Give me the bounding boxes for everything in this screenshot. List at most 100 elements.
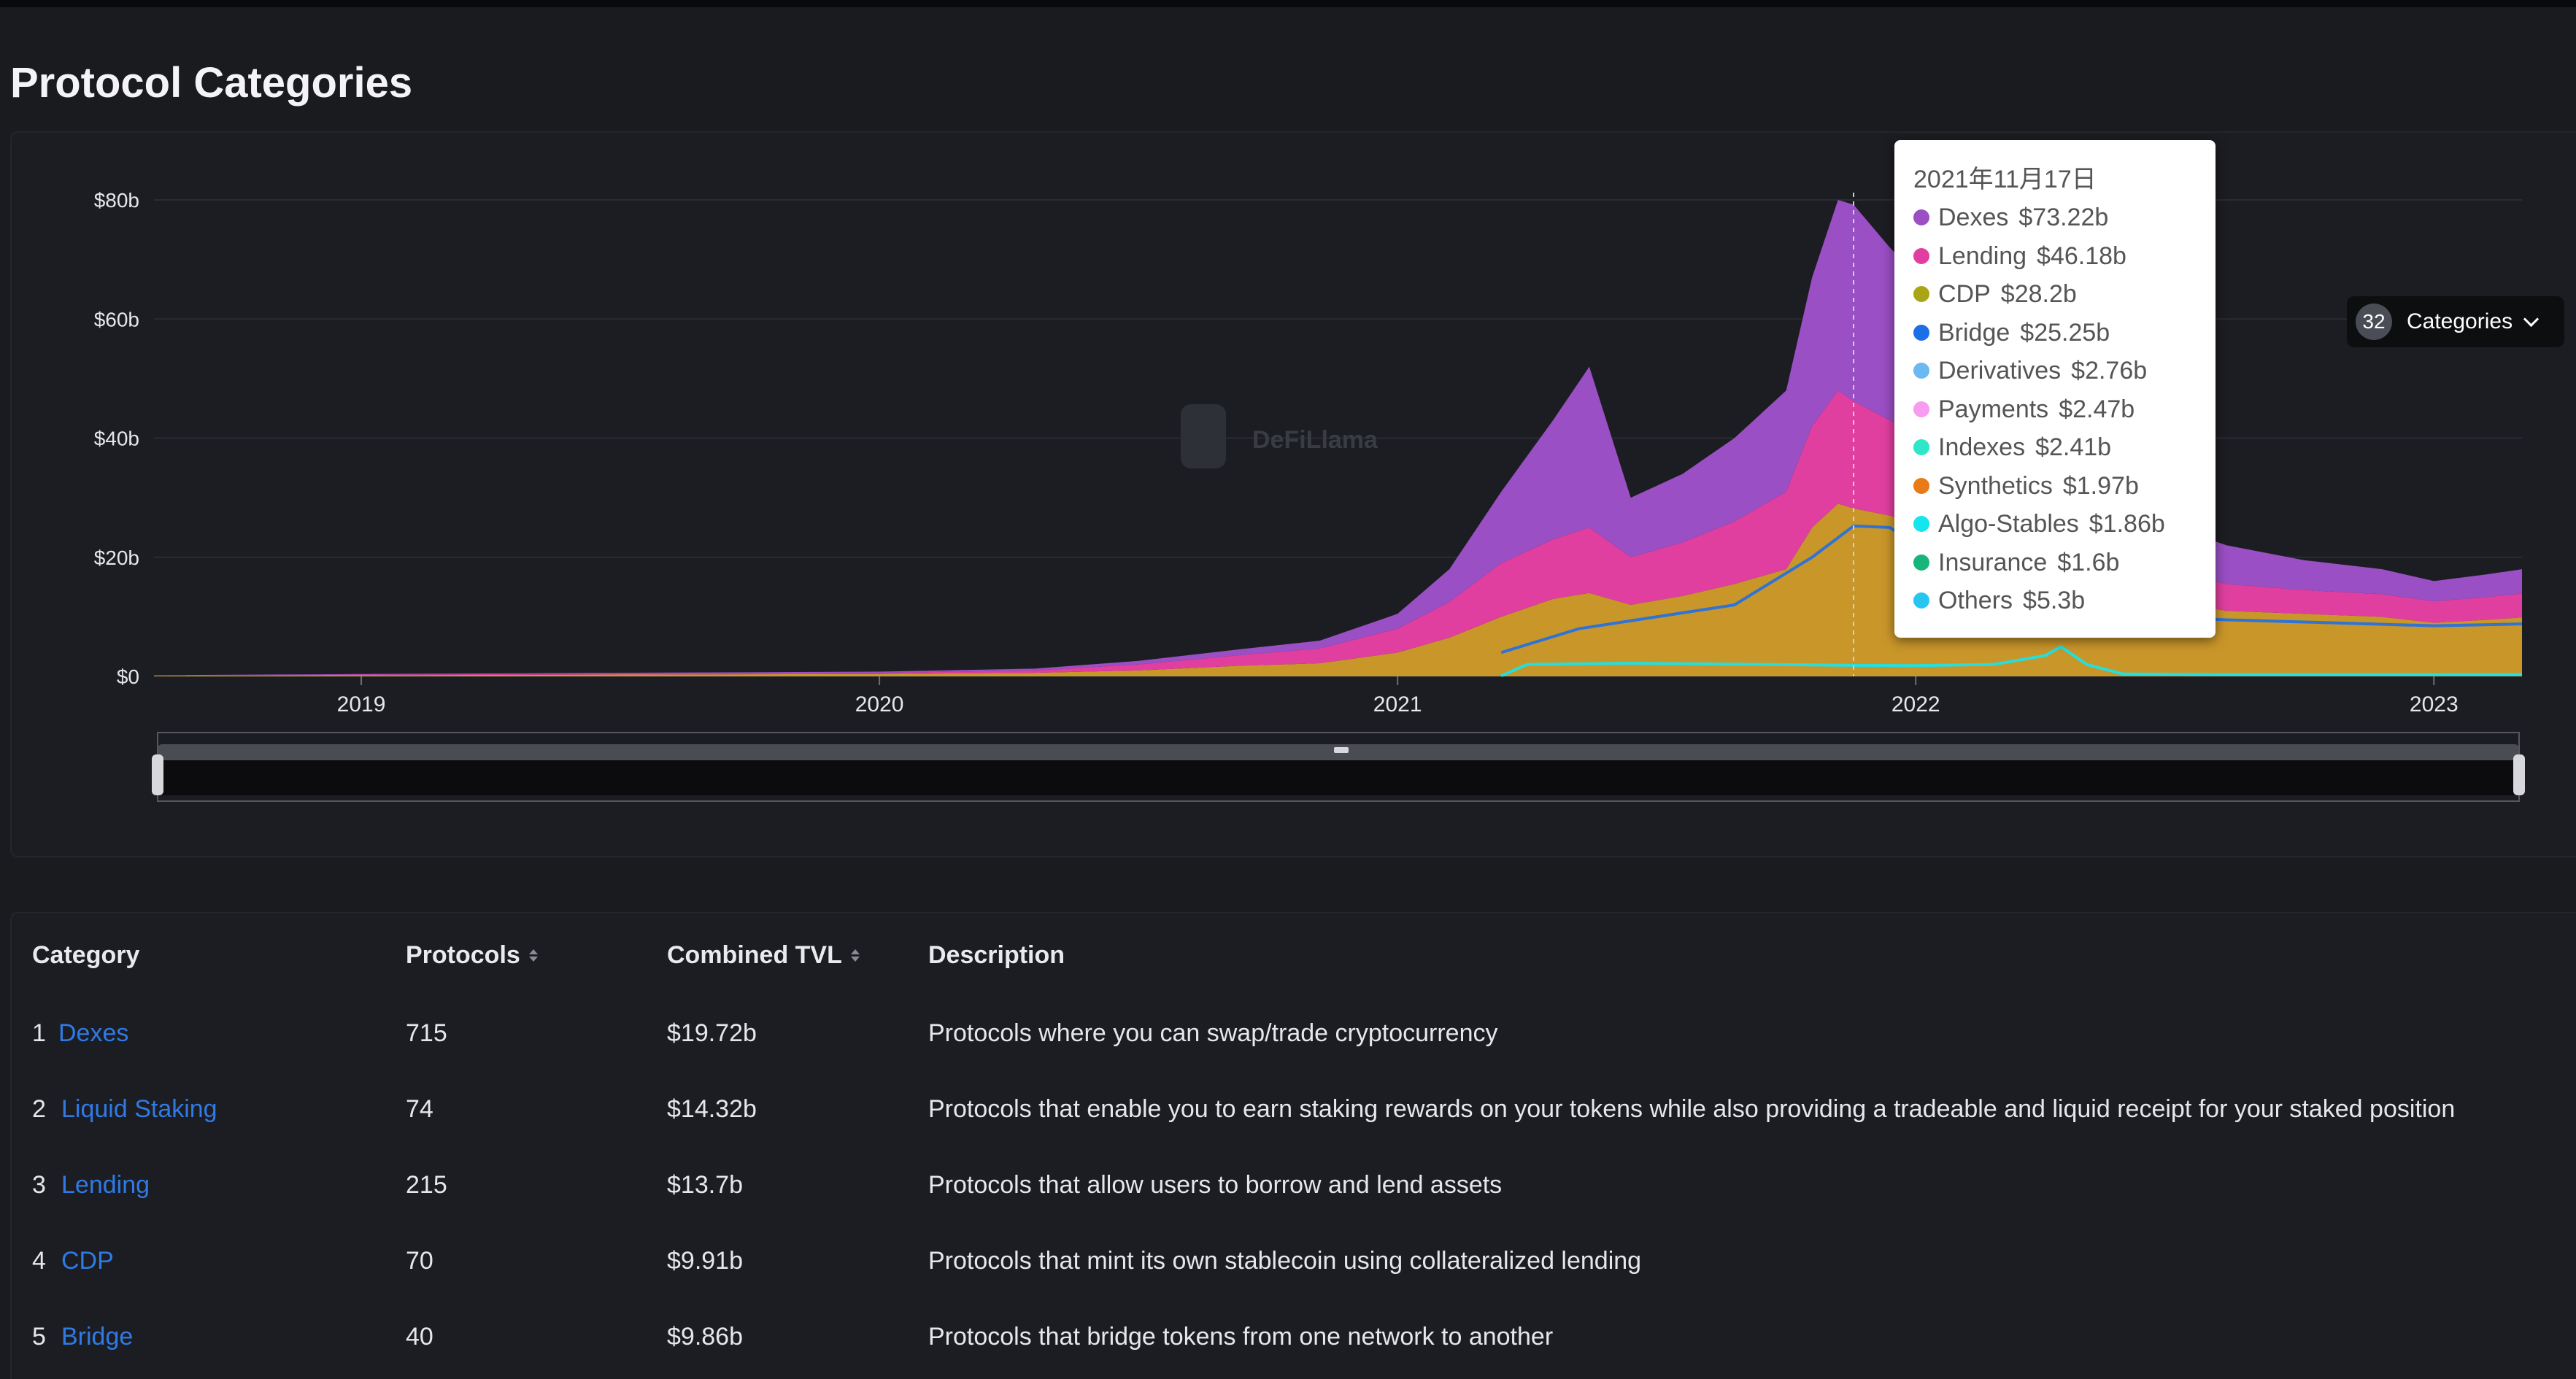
- sort-icon: [528, 949, 538, 962]
- chart-panel: $80b $60b $40b $20b $0 2019 2020 2021 2022 2023 De…: [10, 131, 2576, 857]
- table-row: 2 Liquid Staking 74 $14.32b Protocols th…: [0, 1071, 2576, 1147]
- watermark-logo-icon: [1181, 404, 1226, 468]
- category-link-bridge[interactable]: Bridge: [61, 1323, 134, 1351]
- tooltip-item-value: $2.41b: [2035, 433, 2112, 461]
- table-row: 1 Dexes 715 $19.72b Protocols where you …: [0, 995, 2576, 1071]
- tooltip-item-value: $25.25b: [2020, 318, 2110, 347]
- tooltip-item: Dexes $73.22b: [1913, 198, 2216, 237]
- tooltip-item-name: Insurance: [1938, 548, 2048, 576]
- page-title: Protocol Categories: [10, 59, 413, 107]
- y-tick-label: $60b: [94, 308, 139, 331]
- range-handle-left: [152, 754, 163, 795]
- legend-dot-icon: [1913, 554, 1929, 571]
- tooltip-item-name: Lending: [1938, 242, 2027, 270]
- tooltip-item: Bridge $25.25b: [1913, 314, 2216, 352]
- row-tvl: $13.7b: [667, 1171, 743, 1199]
- tooltip-item-value: $1.6b: [2057, 548, 2120, 576]
- x-tick-label: 2020: [855, 692, 904, 716]
- legend-dot-icon: [1913, 286, 1929, 303]
- sort-icon: [850, 949, 860, 962]
- tooltip-item-value: $1.97b: [2062, 471, 2139, 500]
- table-row: 5 Bridge 40 $9.86b Protocols that bridge…: [0, 1299, 2576, 1375]
- row-protocols: 74: [406, 1095, 433, 1123]
- tooltip-item-name: Payments: [1938, 395, 2049, 423]
- tooltip-item-value: $5.3b: [2023, 587, 2086, 614]
- tooltip-item-name: Synthetics: [1938, 471, 2053, 500]
- row-description: Protocols that allow users to borrow and…: [928, 1171, 1503, 1199]
- legend-dot-icon: [1913, 247, 1929, 264]
- column-header-combined-tvl[interactable]: Combined TVL: [667, 941, 860, 970]
- category-link-lending[interactable]: Lending: [61, 1171, 150, 1199]
- legend-dot-icon: [1913, 439, 1929, 456]
- row-rank: 5: [32, 1323, 46, 1351]
- legend-dot-icon: [1913, 516, 1929, 533]
- row-rank: 4: [32, 1247, 46, 1275]
- top-bar: [0, 0, 2576, 7]
- x-tick-label: 2019: [337, 692, 386, 716]
- tooltip-item-value: $1.86b: [2089, 510, 2165, 538]
- row-protocols: 215: [406, 1171, 447, 1199]
- column-header-description: Description: [928, 941, 1065, 969]
- y-tick-label: $40b: [94, 428, 139, 450]
- tooltip-item-name: Dexes: [1938, 204, 2009, 231]
- tooltip-item: CDP $28.2b: [1913, 275, 2216, 314]
- range-slider-preview: [158, 760, 2519, 795]
- x-tick-label: 2023: [2410, 692, 2459, 716]
- chart-tooltip: 2021年11月17日 Dexes $73.22b Lending $46.18b CD…: [1894, 140, 2216, 638]
- table-row: 3 Lending 215 $13.7b Protocols that allo…: [0, 1147, 2576, 1223]
- legend-dot-icon: [1913, 401, 1929, 417]
- column-header-protocols[interactable]: Protocols: [406, 941, 538, 970]
- categories-dropdown-button[interactable]: 32 Categories: [2347, 296, 2564, 347]
- tooltip-item: Synthetics $1.97b: [1913, 467, 2216, 506]
- row-protocols: 70: [406, 1247, 433, 1275]
- row-description: Protocols that enable you to earn stakin…: [928, 1095, 2456, 1123]
- row-tvl: $14.32b: [667, 1095, 757, 1123]
- category-link-dexes[interactable]: Dexes: [58, 1019, 129, 1047]
- range-handle-right: [2513, 754, 2525, 795]
- legend-dot-icon: [1913, 209, 1929, 226]
- tooltip-item-name: Others: [1938, 587, 2013, 614]
- tooltip-item-value: $28.2b: [2000, 280, 2077, 308]
- row-description: Protocols that bridge tokens from one ne…: [928, 1323, 1554, 1351]
- range-slider-grip-icon: [1334, 747, 1349, 753]
- tooltip-item: Others $5.3b: [1913, 582, 2216, 620]
- tooltip-item: Derivatives $2.76b: [1913, 352, 2216, 390]
- legend-dot-icon: [1913, 477, 1929, 494]
- watermark-text: DeFiLlama: [1252, 426, 1378, 454]
- tooltip-date: 2021年11月17日: [1913, 166, 2097, 193]
- legend-dot-icon: [1913, 324, 1929, 341]
- tooltip-item-value: $2.76b: [2071, 357, 2148, 385]
- row-tvl: $9.91b: [667, 1247, 743, 1275]
- categories-count-badge: 32: [2356, 304, 2392, 340]
- tooltip-item-name: CDP: [1938, 280, 1991, 308]
- tooltip-item: Lending $46.18b: [1913, 237, 2216, 276]
- y-tick-label: $20b: [94, 546, 139, 569]
- tooltip-item: Indexes $2.41b: [1913, 428, 2216, 467]
- tooltip-item-value: $73.22b: [2018, 204, 2109, 231]
- tooltip-item: Insurance $1.6b: [1913, 544, 2216, 582]
- legend-dot-icon: [1913, 363, 1929, 379]
- x-tick-label: 2022: [1891, 692, 1940, 716]
- row-rank: 3: [32, 1171, 46, 1199]
- categories-table: [10, 912, 2576, 1379]
- chevron-down-icon: [2523, 311, 2540, 327]
- tooltip-item-name: Derivatives: [1938, 357, 2062, 385]
- y-tick-label: $80b: [94, 189, 139, 212]
- row-rank: 2: [32, 1095, 46, 1123]
- row-protocols: 40: [406, 1323, 433, 1351]
- tooltip-item: Payments $2.47b: [1913, 390, 2216, 429]
- tooltip-item-value: $2.47b: [2059, 395, 2135, 423]
- row-protocols: 715: [406, 1019, 447, 1047]
- tooltip-list: Dexes $73.22b Lending $46.18b CDP $28.2b Bridg…: [1913, 198, 2216, 620]
- line-series-algo-stables: [1500, 644, 2522, 678]
- row-tvl: $19.72b: [667, 1019, 757, 1047]
- table-row: 4 CDP 70 $9.91b Protocols that mint its …: [0, 1223, 2576, 1299]
- tooltip-item-name: Indexes: [1938, 433, 2026, 461]
- y-tick-label: $0: [117, 665, 139, 688]
- row-tvl: $9.86b: [667, 1323, 743, 1351]
- row-description: Protocols where you can swap/trade crypt…: [928, 1019, 1498, 1047]
- tooltip-item-value: $46.18b: [2037, 242, 2126, 270]
- category-link-cdp[interactable]: CDP: [61, 1247, 114, 1275]
- column-header-category[interactable]: Category: [32, 941, 140, 969]
- category-link-liquid-staking[interactable]: Liquid Staking: [61, 1095, 217, 1123]
